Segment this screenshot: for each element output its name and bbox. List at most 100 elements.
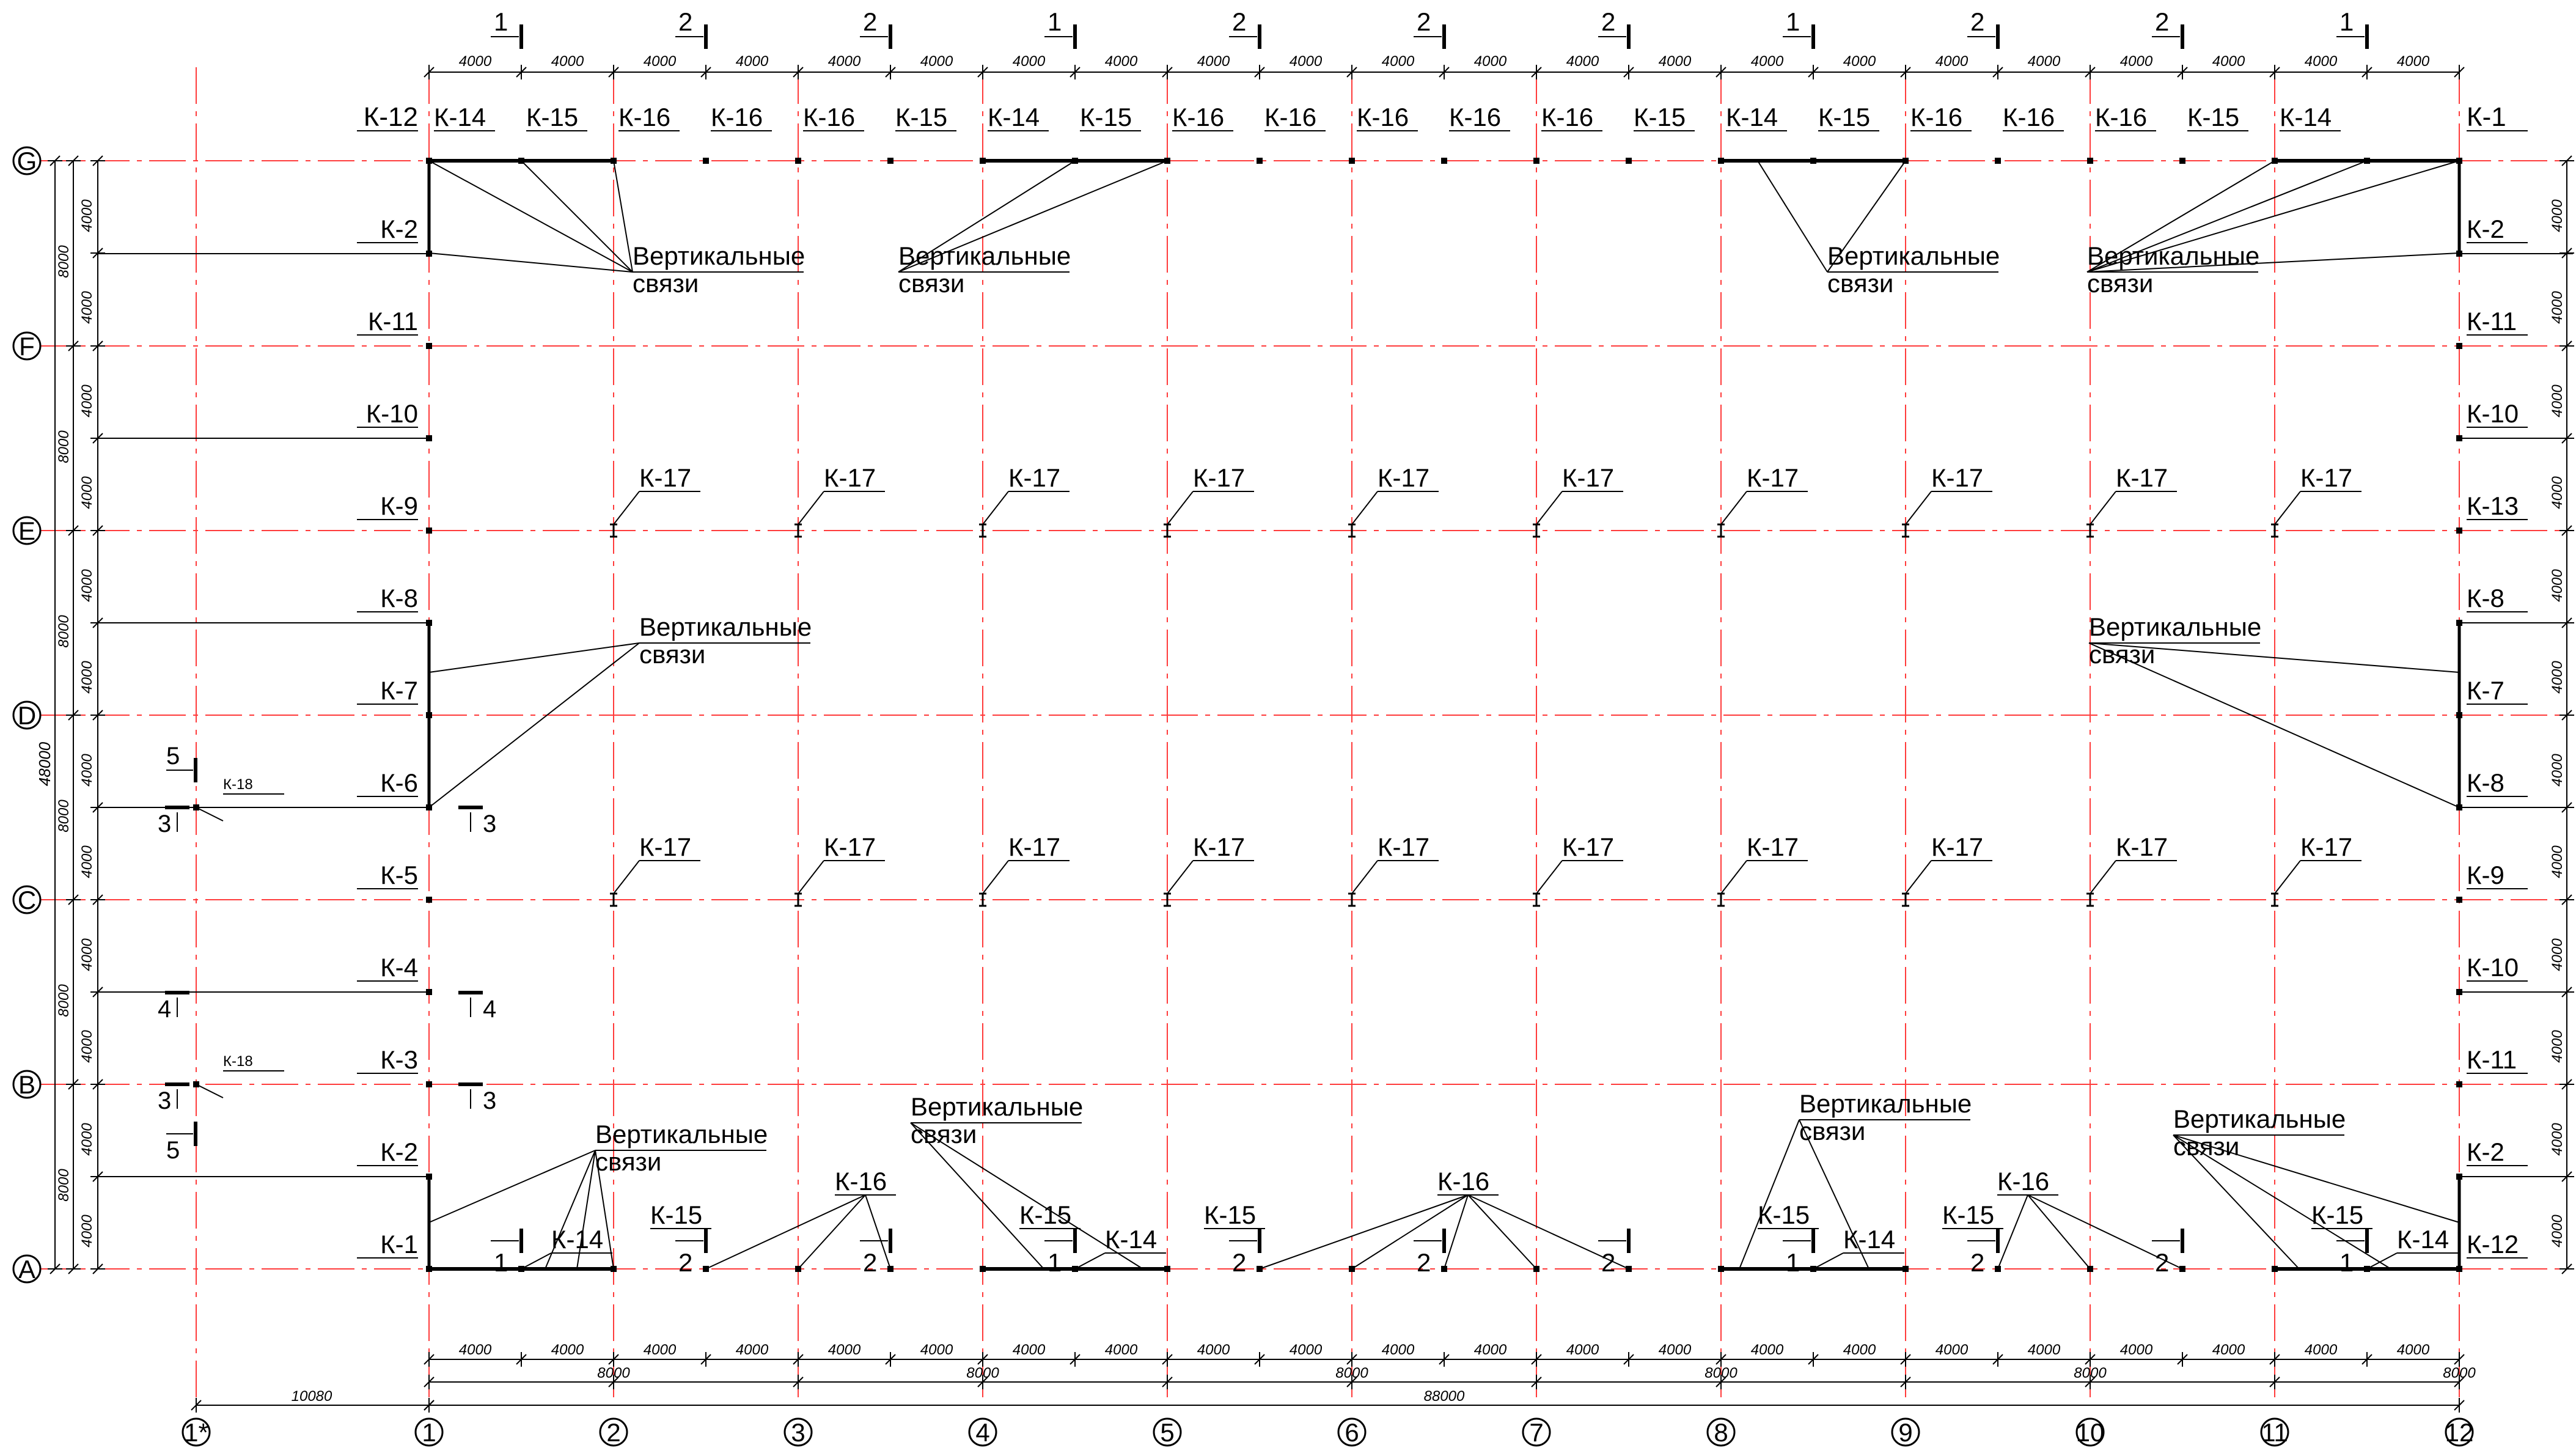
dim-value: 4000: [2549, 661, 2566, 694]
axis-bubble: [12, 516, 42, 545]
leader-line: [428, 252, 633, 273]
dim-slash: [2454, 1376, 2465, 1387]
section-number: 4: [483, 996, 496, 1023]
dim-slash: [2561, 1171, 2572, 1182]
dim-value: 4000: [79, 938, 95, 971]
dim-slash: [50, 1263, 61, 1274]
node-marker: [426, 1081, 432, 1087]
dim-value: 4000: [828, 1342, 861, 1358]
member-label-left: К-10: [366, 399, 418, 428]
dimension-lines: 4000 4000 4000 4000 4000 4000 4000 4000 4000 4000…: [35, 53, 2574, 1413]
axis-bubble: [783, 1417, 813, 1447]
member-label-right: К-7: [2467, 676, 2504, 705]
braces-callout-l1: Вертикальные: [1827, 241, 2000, 270]
section-number: 2: [1232, 7, 1246, 36]
dim-value: 4000: [920, 1342, 953, 1358]
dim-value: 4000: [79, 661, 95, 694]
dim-value: 4000: [1290, 1342, 1323, 1358]
dim-slash: [2561, 1079, 2572, 1090]
axis-bubble: [2260, 1417, 2289, 1447]
member-label-bottom: К-14: [1105, 1225, 1157, 1254]
leader-line: [196, 807, 224, 821]
member-label-k18: К-18: [223, 776, 253, 793]
leader-line: [428, 160, 633, 273]
member-label-bottom: К-15: [650, 1200, 702, 1229]
member-label-k17: К-17: [1931, 832, 1983, 861]
leader-line: [2088, 642, 2460, 673]
axis-label-col: 9: [1898, 1418, 1912, 1447]
section-number: 1: [2339, 1248, 2354, 1277]
axis-label-row: G: [17, 147, 37, 175]
dim-slash: [92, 433, 103, 444]
leader-line: [798, 1194, 866, 1270]
dim-slash: [92, 802, 103, 813]
member-label-top: К-16: [2003, 103, 2055, 131]
dim-slash: [885, 67, 896, 78]
member-label-top: К-16: [618, 103, 670, 131]
section-number: 2: [678, 7, 692, 36]
dim-value: 4000: [644, 1342, 677, 1358]
node-marker: [426, 527, 432, 534]
member-label-top: К-14: [2280, 103, 2332, 131]
dim-slash: [92, 1171, 103, 1182]
dim-slash: [1162, 1354, 1173, 1365]
leader-line: [1905, 491, 1932, 525]
node-marker: [1810, 158, 1816, 164]
dim-value: 4000: [459, 1342, 492, 1358]
dim-slash: [1254, 67, 1265, 78]
dim-slash: [92, 710, 103, 721]
member-label-top: К-15: [1080, 103, 1132, 131]
dim-value: 4000: [2397, 1342, 2430, 1358]
section-number: 2: [2155, 7, 2169, 36]
member-label-left: К-4: [380, 953, 418, 982]
dim-value: 4000: [1843, 1342, 1876, 1358]
leader-line: [1720, 860, 1747, 894]
axis-bubble: [12, 1070, 42, 1099]
dim-slash: [793, 1354, 804, 1365]
dim-slash: [1439, 1354, 1450, 1365]
dim-slash: [2177, 1354, 2188, 1365]
section-number: 2: [1601, 7, 1615, 36]
member-label-k17: К-17: [2300, 463, 2352, 492]
axis-label-col: 5: [1160, 1418, 1174, 1447]
leader-line: [1467, 1194, 1629, 1270]
leader-line: [2086, 160, 2460, 273]
node-marker: [2456, 897, 2462, 903]
dim-slash: [424, 67, 435, 78]
dim-slash: [2561, 340, 2572, 351]
dim-slash: [1531, 67, 1542, 78]
dim-value: 4000: [1936, 53, 1969, 70]
dim-value: 4000: [2549, 1215, 2566, 1248]
axis-bubble: [2445, 1417, 2474, 1447]
member-label-top: К-16: [1449, 103, 1501, 131]
dim-value: 4000: [2549, 938, 2566, 971]
member-label-k17: К-17: [1193, 832, 1245, 861]
leader-line: [910, 1122, 1143, 1270]
dim-slash: [68, 340, 79, 351]
dim-slash: [1346, 67, 1357, 78]
leader-line: [2086, 160, 2368, 273]
dim-slash: [2269, 1376, 2280, 1387]
dim-slash: [68, 525, 79, 536]
member-label-top: К-14: [988, 103, 1040, 131]
dim-slash: [424, 1354, 435, 1365]
leader-line: [521, 160, 633, 273]
member-label-corner: К-1: [2467, 102, 2506, 132]
section-number: 3: [158, 1087, 171, 1114]
member-label-top: К-15: [1634, 103, 1686, 131]
leader-line: [428, 642, 640, 808]
leader-line: [2274, 491, 2301, 525]
dim-value: 4000: [2028, 53, 2061, 70]
dim-slash: [1254, 1354, 1265, 1365]
node-marker: [426, 712, 432, 718]
member-label-top: К-16: [1357, 103, 1409, 131]
dim-value: 8000: [1335, 1365, 1368, 1381]
section-number: 1: [1786, 7, 1800, 36]
axis-label-col: 8: [1714, 1418, 1728, 1447]
dim-slash: [1070, 67, 1081, 78]
leader-line: [1827, 160, 1906, 273]
member-label-k17: К-17: [1747, 463, 1799, 492]
node-marker: [1718, 158, 1724, 164]
leader-line: [1720, 491, 1747, 525]
axis-label-col: 2: [606, 1418, 620, 1447]
